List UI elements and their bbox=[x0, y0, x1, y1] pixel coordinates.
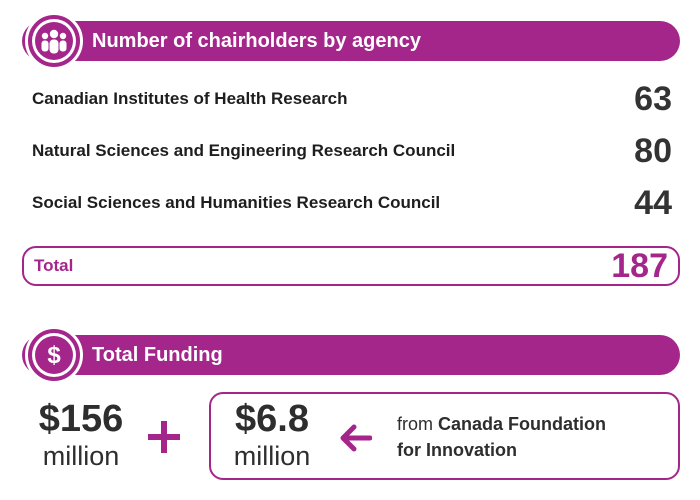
agency-count: 44 bbox=[634, 184, 672, 222]
agency-name: Canadian Institutes of Health Research bbox=[32, 89, 348, 108]
arrow-left-icon bbox=[340, 424, 372, 452]
cfi-source-name-line2: for Innovation bbox=[397, 440, 517, 460]
main-amount-value: $156 bbox=[38, 398, 124, 440]
cfi-amount-unit: million bbox=[233, 441, 311, 471]
chairholders-banner: Number of chairholders by agency bbox=[22, 21, 680, 61]
cfi-amount-value: $6.8 bbox=[235, 398, 309, 440]
agency-name: Natural Sciences and Engineering Researc… bbox=[32, 141, 456, 160]
agency-count: 80 bbox=[634, 132, 672, 170]
total-box: Total 187 bbox=[22, 246, 680, 286]
funding-banner: Total Funding bbox=[22, 335, 680, 375]
cfi-source-prefix: from bbox=[397, 414, 433, 434]
agency-count: 63 bbox=[634, 80, 672, 118]
main-amount-unit: million bbox=[42, 441, 120, 471]
agency-row-sshrc: Social Sciences and Humanities Research … bbox=[32, 183, 672, 223]
people-icon bbox=[35, 22, 73, 60]
dollar-icon: $ bbox=[35, 336, 73, 374]
agency-name: Social Sciences and Humanities Research … bbox=[32, 193, 441, 212]
cfi-funding-amount: $6.8 million bbox=[220, 398, 324, 472]
funding-title: Total Funding bbox=[92, 344, 223, 366]
plus-icon bbox=[148, 421, 180, 453]
total-label: Total bbox=[34, 256, 74, 275]
chairholders-title: Number of chairholders by agency bbox=[92, 30, 421, 52]
funding-badge: $ bbox=[25, 326, 83, 384]
svg-text:$: $ bbox=[47, 342, 61, 369]
agency-row-cihr: Canadian Institutes of Health Research 6… bbox=[32, 79, 672, 119]
total-value: 187 bbox=[611, 247, 668, 285]
cfi-source: from Canada Foundation for Innovation bbox=[397, 411, 606, 463]
chairholders-badge bbox=[25, 12, 83, 70]
cfi-source-name-line1: Canada Foundation bbox=[438, 414, 607, 434]
main-funding-amount: $156 million bbox=[30, 398, 132, 472]
cfi-box bbox=[209, 392, 680, 480]
agency-row-nserc: Natural Sciences and Engineering Researc… bbox=[32, 131, 672, 171]
